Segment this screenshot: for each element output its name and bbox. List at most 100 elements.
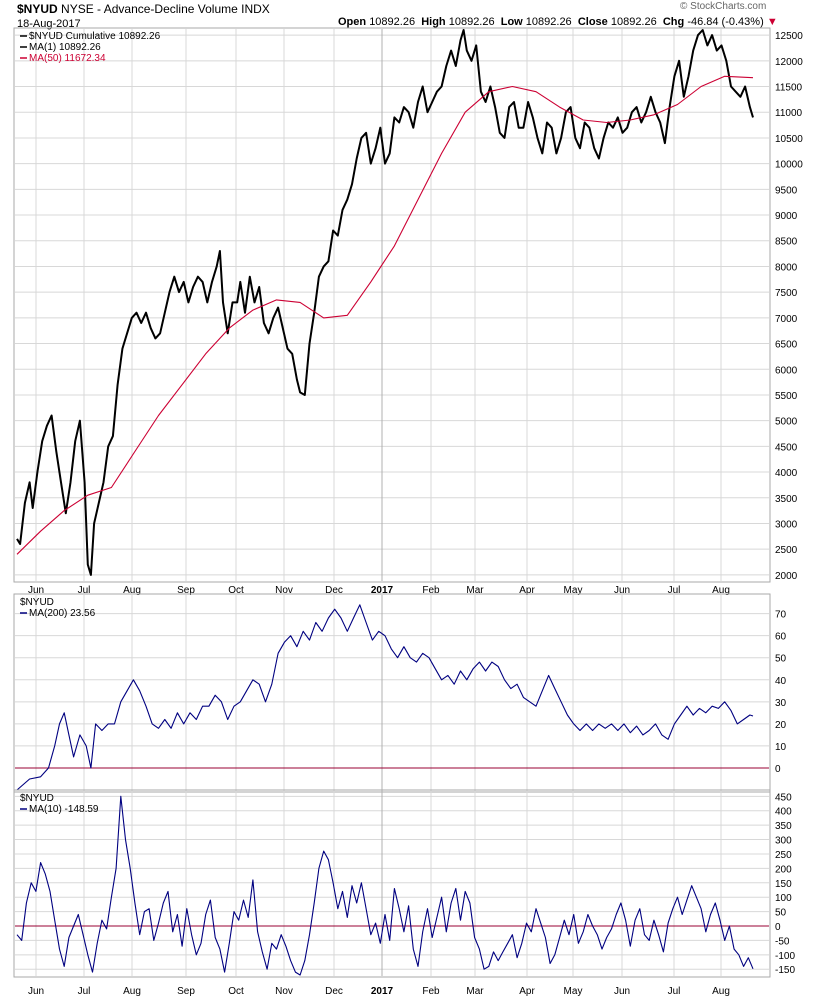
panel-1-y-tick-label: 11000: [775, 108, 803, 119]
symbol-name: NYSE - Advance-Decline Volume INDX: [61, 2, 270, 16]
panel-1-series-2-line: [16, 75, 754, 555]
open-value: 10892.26: [369, 16, 416, 28]
panel-2-y-tick-label: 50: [775, 654, 787, 665]
panel-1-y-tick-label: 6500: [775, 340, 798, 351]
panel-1-y-tick-label: 2500: [775, 545, 798, 556]
panel-1-y-tick-label: 10000: [775, 160, 803, 171]
chart-symbol-line: $NYUD NYSE - Advance-Decline Volume INDX: [17, 2, 270, 16]
panel-3-y-tick-label: -50: [775, 936, 790, 947]
panel-3-y-tick-label: 350: [775, 821, 792, 832]
chg-value: -46.84 (-0.43%): [687, 16, 764, 28]
panel-1-x-tick-label: Nov: [275, 585, 293, 596]
panel-1-y-tick-label: 5500: [775, 391, 798, 402]
panel-1-legend-entry: MA(1) 10892.26: [29, 42, 101, 53]
panel-3-series-1-line: [16, 795, 754, 976]
panel-1-y-tick-label: 2000: [775, 571, 798, 582]
panel-3-x-tick-label: Jun: [614, 986, 630, 997]
panel-1-frame: [13, 27, 771, 583]
panel-3-frame: [13, 789, 771, 978]
panel-3-y-tick-label: 300: [775, 836, 792, 847]
panel-1-y-tick-label: 11500: [775, 83, 803, 94]
panel-3-x-tick-label: Jul: [668, 986, 681, 997]
panel-1-x-tick-label: Mar: [466, 585, 484, 596]
panel-1-x-tick-label: Jul: [668, 585, 681, 596]
panel-1-y-tick-label: 4000: [775, 468, 798, 479]
panel-2-legend-entry: MA(200) 23.56: [29, 608, 96, 619]
high-value: 10892.26: [448, 16, 495, 28]
panel-1-x-tick-label: Aug: [123, 585, 141, 596]
panel-3-x-tick-label: Dec: [325, 986, 343, 997]
panel-1-x-tick-label: Feb: [422, 585, 440, 596]
panel-1-x-tick-label: Apr: [519, 585, 535, 596]
panel-1-y-tick-label: 5000: [775, 417, 798, 428]
panel-2-y-tick-label: 30: [775, 698, 787, 709]
panel-3-x-tick-label: Sep: [177, 986, 195, 997]
panel-3-x-tick-label: Apr: [519, 986, 535, 997]
panel-1-y-tick-label: 12000: [775, 57, 803, 68]
panel-3-x-tick-label: Aug: [712, 986, 730, 997]
panel-1-y-tick-label: 10500: [775, 134, 803, 145]
panel-3-legend-entry: $NYUD: [20, 793, 54, 804]
panel-1-x-tick-label: Jun: [28, 585, 44, 596]
panel-3-x-tick-label: Nov: [275, 986, 293, 997]
panel-2-y-tick-label: 40: [775, 676, 787, 687]
panel-1-y-tick-label: 7500: [775, 288, 798, 299]
panel-3-y-tick-label: 250: [775, 850, 792, 861]
panel-1-y-tick-label: 8500: [775, 237, 798, 248]
panel-3-legend-entry: MA(10) -148.59: [29, 804, 99, 815]
close-value: 10892.26: [610, 16, 657, 28]
down-arrow-icon: ▼: [766, 16, 778, 28]
ohlc-readout: Open 10892.26 High 10892.26 Low 10892.26…: [338, 16, 778, 28]
panel-3-y-tick-label: -150: [775, 965, 795, 976]
panel-2-y-tick-label: 60: [775, 632, 787, 643]
panel-3-y-tick-label: 150: [775, 879, 792, 890]
panel-2-y-tick-label: 70: [775, 610, 787, 621]
panel-1-legend-entry: $NYUD Cumulative 10892.26: [29, 31, 161, 42]
open-label: Open: [338, 16, 367, 28]
panel-1-x-tick-label: Aug: [712, 585, 730, 596]
panel-3-y-tick-label: -100: [775, 951, 795, 962]
panel-3-x-tick-label: Feb: [422, 986, 440, 997]
panel-2-y-tick-label: 0: [775, 764, 781, 775]
panel-2-legend-entry: $NYUD: [20, 597, 54, 608]
panel-3-x-tick-label: Jul: [78, 986, 91, 997]
symbol: $NYUD: [17, 2, 58, 16]
panel-1-y-tick-label: 3000: [775, 519, 798, 530]
panel-1-x-tick-label: Oct: [228, 585, 244, 596]
chg-label: Chg: [662, 16, 685, 28]
panel-1-y-tick-label: 9500: [775, 185, 798, 196]
panel-3-y-tick-label: 400: [775, 807, 792, 818]
panel-3-y-tick-label: 0: [775, 922, 781, 933]
panel-1-y-tick-label: 4500: [775, 442, 798, 453]
panel-3-y-tick-label: 200: [775, 864, 792, 875]
panel-1-y-tick-label: 12500: [775, 31, 803, 42]
brand-watermark: © StockCharts.com: [680, 1, 767, 12]
chart-date: 18-Aug-2017: [17, 18, 81, 30]
panel-3-x-tick-label: Oct: [228, 986, 244, 997]
panel-1-y-tick-label: 7000: [775, 314, 798, 325]
panel-1-y-tick-label: 6000: [775, 365, 798, 376]
panel-1-y-tick-label: 3500: [775, 494, 798, 505]
panel-2-y-tick-label: 10: [775, 742, 787, 753]
panel-3-y-tick-label: 450: [775, 792, 792, 803]
panel-3-x-tick-label: 2017: [371, 986, 394, 997]
panel-1-x-tick-label: Dec: [325, 585, 343, 596]
panel-1-x-tick-label: Sep: [177, 585, 195, 596]
close-label: Close: [577, 16, 608, 28]
panel-3-x-tick-label: May: [564, 986, 583, 997]
panel-3-x-tick-label: Mar: [466, 986, 484, 997]
panel-3-y-tick-label: 50: [775, 908, 787, 919]
panel-1-x-tick-label: May: [564, 585, 583, 596]
panel-1-x-tick-label: Jul: [78, 585, 91, 596]
panel-2-y-tick-label: 20: [775, 720, 787, 731]
high-label: High: [421, 16, 446, 28]
panel-1-x-tick-label: 2017: [371, 585, 394, 596]
panel-3-x-tick-label: Aug: [123, 986, 141, 997]
panel-3-x-tick-label: Jun: [28, 986, 44, 997]
low-label: Low: [500, 16, 523, 28]
panel-2-frame: [13, 593, 771, 793]
panel-1-x-tick-label: Jun: [614, 585, 630, 596]
panel-1-y-tick-label: 8000: [775, 262, 798, 273]
panel-1-y-tick-label: 9000: [775, 211, 798, 222]
